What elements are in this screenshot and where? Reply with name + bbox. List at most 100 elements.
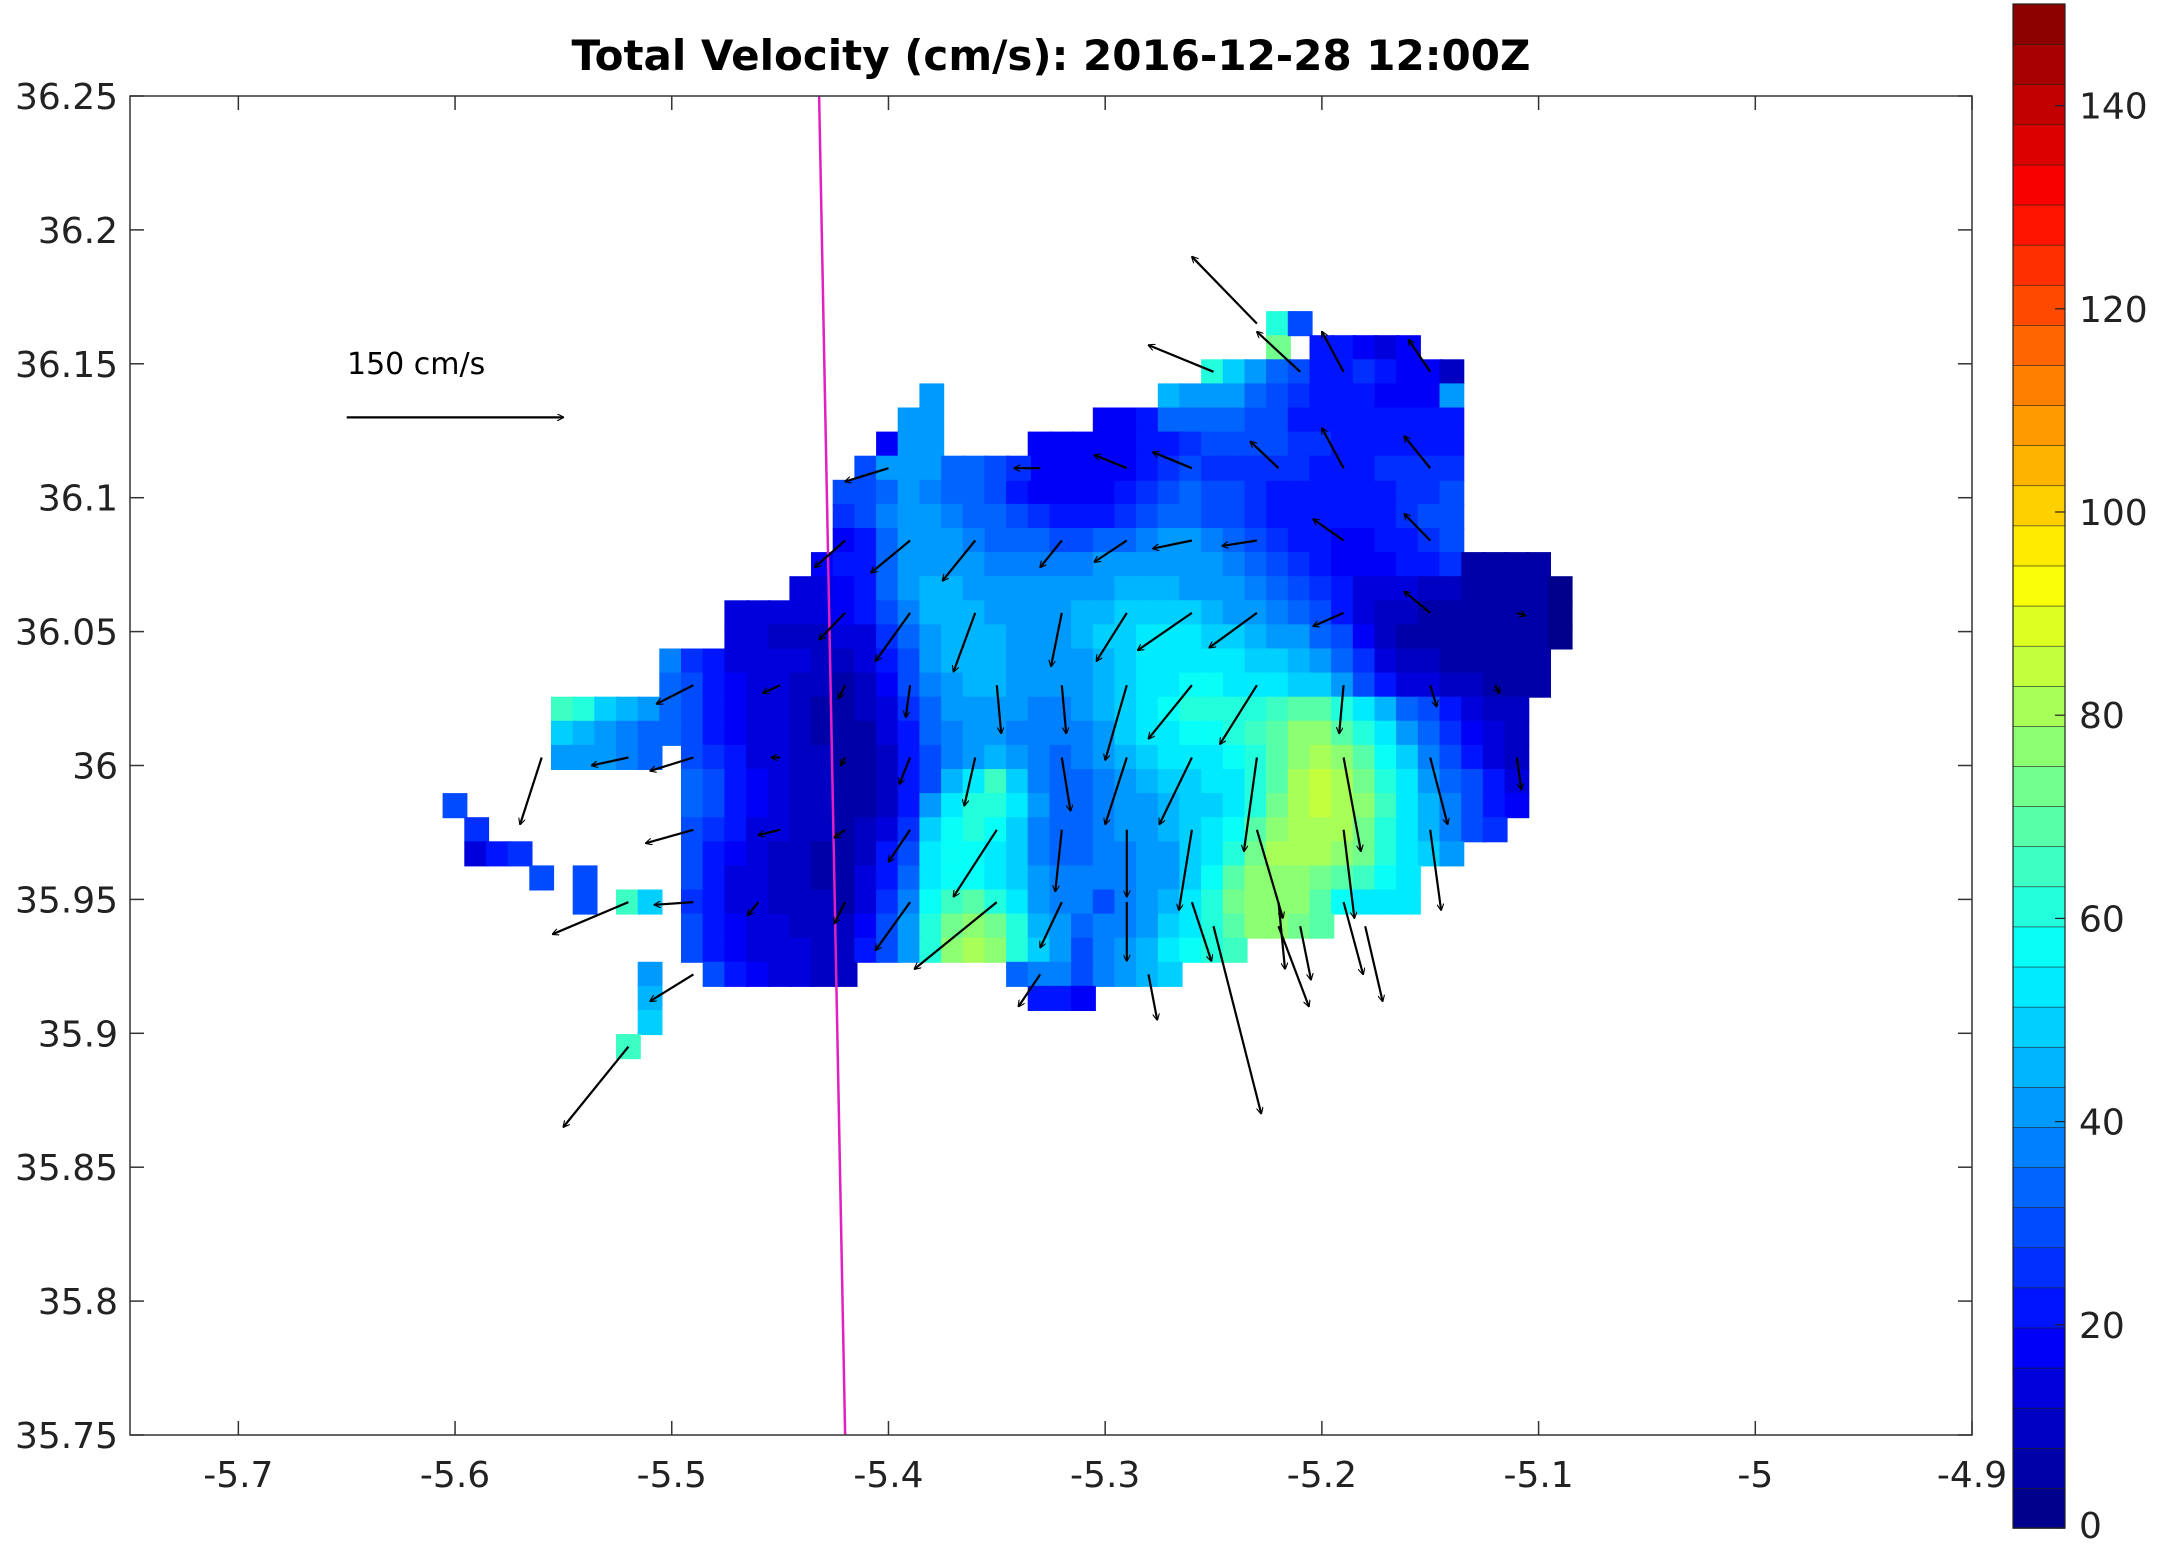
- velocity-cell: [1417, 552, 1443, 578]
- velocity-cell: [1309, 696, 1335, 722]
- velocity-cell: [681, 865, 706, 891]
- velocity-cell: [1027, 744, 1053, 770]
- velocity-cell: [1092, 937, 1118, 963]
- velocity-cell: [702, 793, 728, 819]
- velocity-cell: [941, 576, 966, 602]
- velocity-cell: [941, 600, 966, 626]
- velocity-cell: [1374, 696, 1400, 722]
- velocity-cell: [897, 431, 923, 457]
- velocity-cell: [984, 817, 1010, 843]
- velocity-cell: [1092, 769, 1118, 795]
- current-vector-arrow: [1149, 345, 1214, 373]
- velocity-cell: [659, 648, 685, 674]
- current-vector-arrow: [650, 973, 694, 1001]
- velocity-cell: [1526, 624, 1551, 650]
- velocity-cell: [832, 793, 858, 819]
- velocity-cell: [1049, 985, 1075, 1011]
- velocity-cell: [1396, 359, 1421, 385]
- velocity-cell: [1331, 865, 1356, 891]
- velocity-cell: [1006, 913, 1031, 939]
- velocity-cell: [897, 865, 923, 891]
- velocity-cell: [1439, 769, 1465, 795]
- velocity-cell: [1266, 407, 1291, 433]
- velocity-cell: [1396, 648, 1421, 674]
- velocity-cell: [984, 889, 1010, 915]
- velocity-cell: [919, 937, 945, 963]
- velocity-cell: [1461, 720, 1486, 746]
- velocity-cell: [1136, 744, 1161, 770]
- velocity-cell: [1179, 624, 1205, 650]
- velocity-cell: [1439, 744, 1465, 770]
- velocity-cell: [1266, 311, 1291, 337]
- current-vector-arrow: [1153, 539, 1193, 549]
- velocity-cell: [811, 817, 836, 843]
- velocity-cell: [984, 503, 1010, 529]
- current-vector-arrow: [1404, 514, 1431, 542]
- velocity-cell: [1396, 576, 1421, 602]
- velocity-cell: [1179, 889, 1205, 915]
- current-vector-arrow: [1040, 539, 1063, 568]
- velocity-cell: [1266, 431, 1291, 457]
- velocity-cell: [919, 552, 945, 578]
- velocity-cell: [681, 817, 706, 843]
- velocity-cell: [1114, 672, 1140, 698]
- velocity-cell: [854, 576, 880, 602]
- velocity-cell: [1201, 648, 1226, 674]
- velocity-cell: [811, 841, 836, 867]
- velocity-cell: [897, 744, 923, 770]
- velocity-cells: [442, 311, 1573, 1060]
- current-vector-arrow: [1149, 684, 1193, 739]
- colorbar-segment: [2012, 364, 2066, 406]
- velocity-cell: [1136, 696, 1161, 722]
- velocity-cell: [1374, 793, 1400, 819]
- velocity-cell: [1092, 913, 1118, 939]
- velocity-cell: [1201, 865, 1226, 891]
- velocity-cell: [1136, 455, 1161, 481]
- velocity-cell: [1396, 889, 1421, 915]
- velocity-cell: [1201, 552, 1226, 578]
- velocity-cell: [1006, 841, 1031, 867]
- velocity-cell: [919, 600, 945, 626]
- velocity-cell: [1439, 455, 1465, 481]
- velocity-cell: [962, 600, 988, 626]
- velocity-cell: [1352, 479, 1378, 505]
- velocity-cell: [1157, 865, 1183, 891]
- velocity-cell: [1092, 841, 1118, 867]
- velocity-cell: [1417, 648, 1443, 674]
- velocity-cell: [984, 576, 1010, 602]
- velocity-cell: [984, 528, 1010, 554]
- velocity-cell: [681, 720, 706, 746]
- velocity-cell: [1526, 552, 1551, 578]
- velocity-cell: [1439, 696, 1465, 722]
- velocity-cell: [637, 744, 663, 770]
- velocity-cell: [1266, 576, 1291, 602]
- current-vector-arrow: [815, 539, 846, 568]
- velocity-cell: [1006, 624, 1031, 650]
- velocity-cell: [1331, 503, 1356, 529]
- velocity-cell: [1287, 431, 1313, 457]
- velocity-cell: [1374, 817, 1400, 843]
- velocity-cell: [1266, 648, 1291, 674]
- current-vector-arrow: [1105, 684, 1128, 760]
- velocity-cell: [1071, 841, 1096, 867]
- velocity-cell: [1157, 913, 1183, 939]
- velocity-cell: [1071, 431, 1096, 457]
- velocity-cell: [811, 961, 836, 987]
- velocity-cell: [1157, 383, 1183, 409]
- velocity-cell: [616, 1034, 641, 1060]
- velocity-cell: [1439, 624, 1465, 650]
- velocity-cell: [1461, 648, 1486, 674]
- colorbar-segment: [2012, 484, 2066, 527]
- velocity-cell: [897, 648, 923, 674]
- velocity-cell: [1049, 455, 1075, 481]
- velocity-cell: [1482, 720, 1508, 746]
- velocity-cell: [1287, 793, 1313, 819]
- velocity-cell: [1136, 648, 1161, 674]
- velocity-cell: [1244, 407, 1270, 433]
- velocity-cell: [1417, 793, 1443, 819]
- velocity-cell: [1287, 889, 1313, 915]
- velocity-cell: [832, 503, 858, 529]
- velocity-cell: [724, 937, 750, 963]
- current-vector-arrow: [954, 612, 977, 672]
- current-vector-arrow: [1277, 925, 1309, 1006]
